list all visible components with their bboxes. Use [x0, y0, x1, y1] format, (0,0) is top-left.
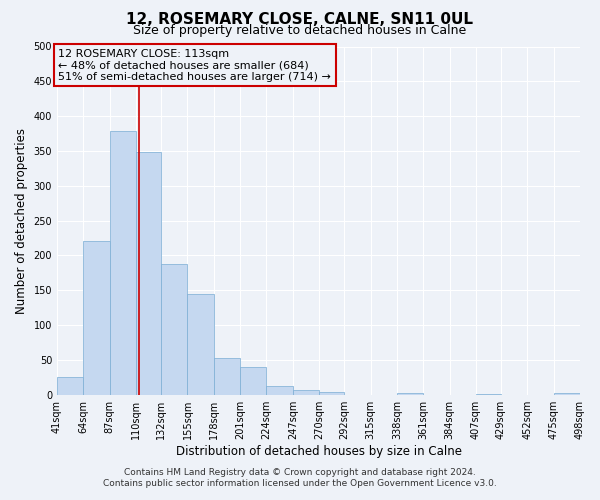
Y-axis label: Number of detached properties: Number of detached properties: [15, 128, 28, 314]
Bar: [136, 152, 161, 394]
Text: 12 ROSEMARY CLOSE: 113sqm
← 48% of detached houses are smaller (684)
51% of semi: 12 ROSEMARY CLOSE: 113sqm ← 48% of detac…: [58, 48, 331, 82]
Bar: [110, 132, 136, 394]
Bar: [240, 367, 266, 394]
Bar: [57, 378, 83, 394]
Bar: [161, 264, 187, 394]
Bar: [187, 294, 214, 394]
Text: Size of property relative to detached houses in Calne: Size of property relative to detached ho…: [133, 24, 467, 37]
X-axis label: Distribution of detached houses by size in Calne: Distribution of detached houses by size …: [176, 444, 461, 458]
Text: Contains HM Land Registry data © Crown copyright and database right 2024.
Contai: Contains HM Land Registry data © Crown c…: [103, 468, 497, 487]
Bar: [319, 392, 344, 394]
Bar: [83, 242, 110, 394]
Bar: [293, 390, 319, 394]
Text: 12, ROSEMARY CLOSE, CALNE, SN11 0UL: 12, ROSEMARY CLOSE, CALNE, SN11 0UL: [127, 12, 473, 28]
Bar: [266, 386, 293, 394]
Bar: [214, 358, 240, 395]
